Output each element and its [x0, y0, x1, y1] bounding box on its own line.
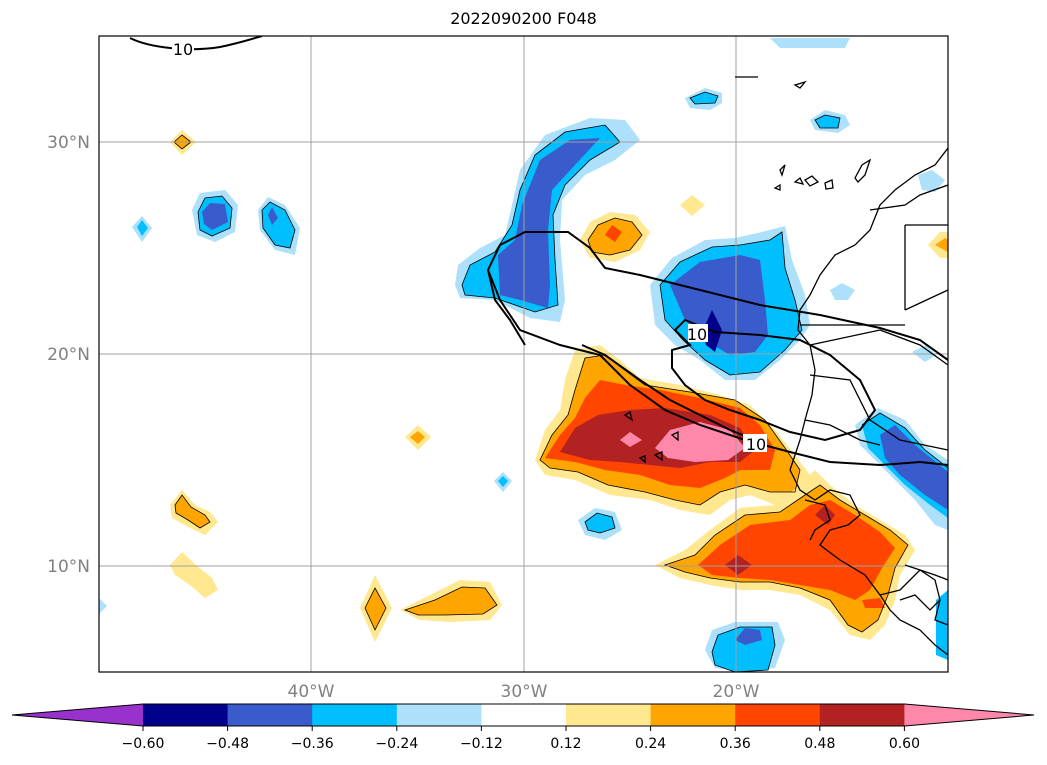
colorbar-tick-label: −0.60	[122, 736, 165, 752]
contour-label-10-middle: 10	[687, 325, 707, 344]
longitude-labels: 40°W 30°W 20°W	[288, 682, 760, 702]
colorbar-swatch	[566, 704, 652, 726]
map-gridlines	[99, 36, 948, 672]
colorbar-tick-label: 0.24	[635, 736, 666, 752]
colorbar-extension-high	[904, 704, 1034, 726]
colorbar-tick-label: −0.24	[375, 736, 418, 752]
colorbar-extension-low	[12, 704, 143, 726]
colorbar-tick-label: −0.12	[460, 736, 503, 752]
map-title: 2022090200 F048	[450, 9, 597, 28]
colorbar-swatch	[312, 704, 398, 726]
colorbar: −0.60 −0.48 −0.36 −0.24 −0.12 0.12 0.24 0.36 0.4…	[11, 703, 1035, 752]
colorbar-swatch	[481, 704, 567, 726]
colorbar-swatch	[227, 704, 313, 726]
map-plot-area: 10 10 10	[99, 36, 948, 672]
colorbar-tick-label: 0.60	[889, 736, 920, 752]
lon-label-20w: 20°W	[713, 682, 760, 702]
latitude-labels: 30°N 20°N 10°N	[47, 133, 90, 577]
coastlines	[623, 76, 948, 656]
lon-label-40w: 40°W	[288, 682, 335, 702]
colorbar-tick-label: 0.12	[550, 736, 581, 752]
lat-label-10n: 10°N	[47, 557, 90, 577]
colorbar-tick-label: −0.36	[291, 736, 334, 752]
colorbar-tick-label: 0.48	[804, 736, 835, 752]
lat-label-20n: 20°N	[47, 345, 90, 365]
anomaly-contour-outlines	[173, 91, 948, 672]
positive-anomaly-fills	[170, 130, 948, 642]
colorbar-swatch	[143, 704, 229, 726]
colorbar-swatch	[819, 704, 905, 726]
contour-labels: 10 10 10	[172, 39, 767, 454]
contour-label-10-lower: 10	[746, 435, 766, 454]
contour-10-lines	[129, 36, 948, 467]
colorbar-swatch	[396, 704, 482, 726]
colorbar-tick-label: −0.48	[206, 736, 249, 752]
lat-label-30n: 30°N	[47, 133, 90, 153]
colorbar-swatch	[650, 704, 736, 726]
contour-label-10-top: 10	[173, 40, 193, 59]
lon-label-30w: 30°W	[501, 682, 548, 702]
colorbar-tick-label: 0.36	[720, 736, 751, 752]
map-frame	[98, 35, 949, 673]
colorbar-swatch	[735, 704, 821, 726]
